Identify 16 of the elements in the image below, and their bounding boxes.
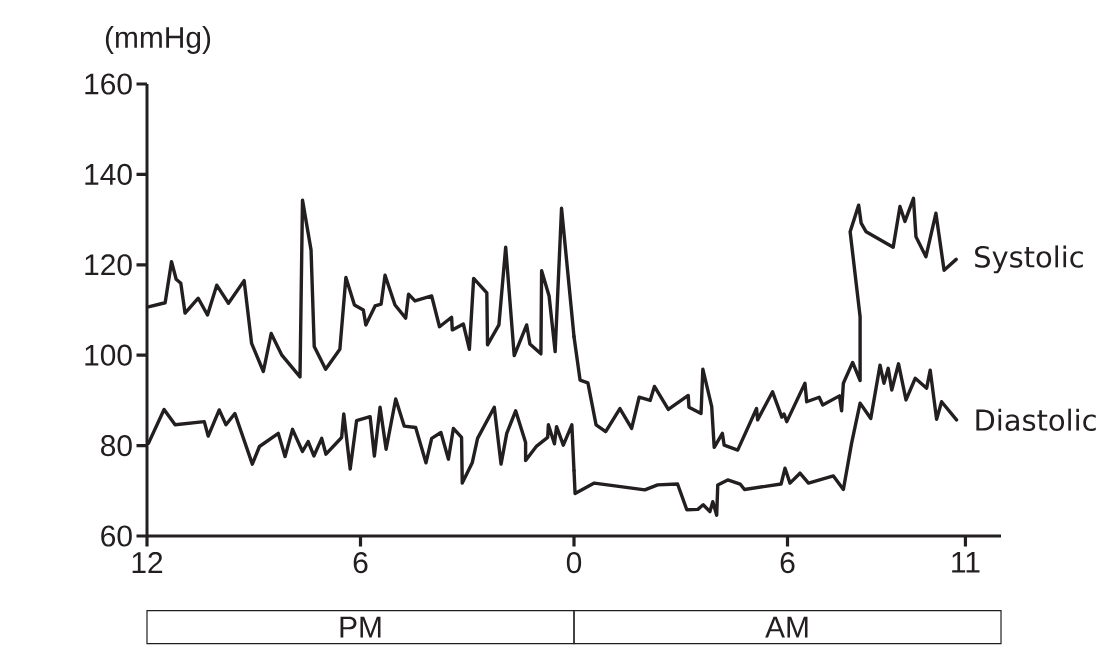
x-axis-title: PM (340, 616, 381, 638)
series-label: Diastolic (976, 408, 1096, 432)
x-tick-label: 6 (353, 552, 368, 574)
y-tick-label: 80 (101, 435, 132, 457)
x-tick-label: 6 (780, 552, 795, 574)
x-axis-title: AM (765, 616, 808, 638)
y-tick-label: 160 (85, 73, 132, 95)
y-tick-label: 60 (101, 525, 132, 547)
y-tick-label: 100 (85, 344, 132, 366)
series-label: Systolic (975, 245, 1083, 274)
x-tick-label: 11 (952, 552, 980, 573)
x-tick-label: 12 (132, 552, 163, 573)
y-axis-title: (mmHg) (105, 26, 211, 54)
y-tick-label: 140 (85, 163, 132, 185)
x-tick-label: 0 (566, 552, 582, 574)
y-tick-label: 120 (85, 254, 132, 276)
